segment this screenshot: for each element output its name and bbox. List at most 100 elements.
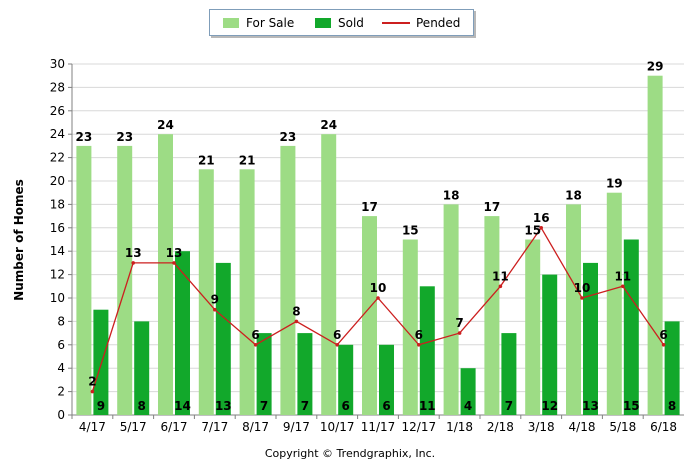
y-tick-label: 22 bbox=[50, 151, 65, 165]
sold-bar bbox=[256, 333, 272, 415]
y-tick-label: 24 bbox=[50, 127, 65, 141]
pended-swatch bbox=[382, 22, 410, 24]
for-sale-bar bbox=[647, 75, 663, 415]
for-sale-value-label: 21 bbox=[198, 153, 215, 167]
x-tick-label: 7/17 bbox=[201, 420, 228, 434]
pended-point bbox=[621, 284, 625, 289]
x-tick-label: 3/18 bbox=[528, 420, 555, 434]
pended-value-label: 9 bbox=[211, 293, 219, 307]
sold-value-label: 11 bbox=[419, 399, 436, 413]
for-sale-value-label: 23 bbox=[280, 130, 297, 144]
sold-value-label: 4 bbox=[464, 399, 472, 413]
x-tick-label: 2/18 bbox=[487, 420, 514, 434]
for-sale-bar bbox=[158, 134, 173, 415]
legend-label-sold: Sold bbox=[338, 16, 364, 30]
for-sale-value-label: 23 bbox=[116, 130, 133, 144]
for-sale-swatch bbox=[223, 18, 239, 28]
sold-value-label: 9 bbox=[97, 399, 105, 413]
pended-point bbox=[661, 343, 666, 347]
x-tick-label: 10/17 bbox=[320, 420, 355, 434]
x-tick-label: 4/18 bbox=[569, 420, 596, 434]
for-sale-value-label: 29 bbox=[647, 60, 664, 74]
pended-value-label: 8 bbox=[292, 304, 300, 318]
for-sale-bar bbox=[566, 204, 581, 415]
for-sale-bar bbox=[280, 145, 296, 415]
legend-label-for-sale: For Sale bbox=[246, 16, 295, 30]
sold-bar bbox=[664, 321, 680, 415]
pended-value-label: 11 bbox=[614, 269, 631, 283]
sold-value-label: 14 bbox=[174, 399, 191, 413]
pended-point bbox=[539, 226, 543, 230]
y-tick-label: 4 bbox=[57, 361, 65, 375]
sold-bar bbox=[501, 333, 517, 415]
for-sale-value-label: 23 bbox=[76, 130, 93, 144]
sold-bar bbox=[379, 344, 394, 415]
legend-label-pended: Pended bbox=[416, 16, 461, 30]
sold-bar bbox=[297, 333, 313, 415]
sold-bar bbox=[419, 286, 435, 415]
for-sale-value-label: 17 bbox=[484, 200, 501, 214]
x-tick-label: 6/17 bbox=[161, 420, 188, 434]
x-tick-label: 5/17 bbox=[120, 420, 147, 434]
sold-bar bbox=[460, 368, 476, 415]
pended-value-label: 10 bbox=[574, 281, 591, 295]
pended-value-label: 7 bbox=[455, 316, 463, 330]
pended-point bbox=[580, 296, 584, 300]
pended-point bbox=[253, 343, 258, 347]
sold-bar bbox=[175, 251, 190, 415]
for-sale-bar bbox=[525, 239, 541, 415]
sold-value-label: 15 bbox=[623, 399, 640, 413]
y-tick-label: 14 bbox=[50, 244, 65, 258]
pended-value-label: 13 bbox=[166, 246, 183, 260]
sold-bar bbox=[338, 344, 354, 415]
y-tick-label: 6 bbox=[57, 338, 65, 352]
pended-point bbox=[457, 331, 462, 335]
sold-value-label: 6 bbox=[342, 399, 350, 413]
x-tick-label: 11/17 bbox=[361, 420, 396, 434]
y-tick-label: 30 bbox=[50, 57, 65, 71]
sold-value-label: 8 bbox=[138, 399, 146, 413]
pended-value-label: 6 bbox=[415, 328, 423, 342]
for-sale-bar bbox=[76, 145, 92, 415]
pended-point bbox=[498, 284, 503, 289]
sold-value-label: 8 bbox=[668, 399, 676, 413]
sold-bar bbox=[134, 321, 150, 415]
for-sale-bar bbox=[362, 216, 377, 415]
y-axis-label: Number of Homes bbox=[12, 179, 26, 301]
y-tick-label: 26 bbox=[50, 104, 65, 118]
data-labels: 23 9 23 8 24 14 21 13 21 7 23 7 24 6 17 6 15 11 18 4 17 7 15 12… bbox=[76, 60, 677, 413]
pended-value-label: 6 bbox=[659, 328, 667, 342]
for-sale-value-label: 17 bbox=[361, 200, 378, 214]
sold-bar bbox=[583, 262, 598, 415]
legend-item-pended: Pended bbox=[382, 16, 460, 30]
sold-value-label: 12 bbox=[541, 399, 558, 413]
x-tick-label: 4/17 bbox=[79, 420, 106, 434]
for-sale-value-label: 15 bbox=[524, 224, 541, 238]
sold-value-label: 13 bbox=[215, 399, 232, 413]
y-tick-label: 12 bbox=[50, 268, 65, 282]
legend-item-sold: Sold bbox=[315, 16, 364, 30]
legend-item-for-sale: For Sale bbox=[223, 16, 294, 30]
pended-point bbox=[417, 343, 421, 347]
sold-value-label: 7 bbox=[505, 399, 513, 413]
pended-point bbox=[131, 261, 135, 265]
pended-value-label: 11 bbox=[492, 269, 509, 283]
for-sale-bar bbox=[239, 169, 255, 415]
x-tick-label: 1/18 bbox=[446, 420, 473, 434]
pended-point bbox=[90, 389, 95, 394]
pended-point bbox=[172, 261, 176, 265]
pended-line bbox=[90, 226, 666, 394]
sold-value-label: 7 bbox=[260, 399, 268, 413]
for-sale-value-label: 19 bbox=[606, 177, 623, 191]
sold-swatch bbox=[315, 18, 331, 28]
y-tick-label: 0 bbox=[57, 408, 65, 422]
pended-value-label: 13 bbox=[125, 246, 142, 260]
sold-value-label: 6 bbox=[382, 399, 390, 413]
y-tick-label: 18 bbox=[50, 197, 65, 211]
for-sale-bar bbox=[321, 134, 337, 415]
for-sale-value-label: 18 bbox=[443, 188, 460, 202]
x-tick-label: 6/18 bbox=[650, 420, 677, 434]
y-tick-label: 10 bbox=[50, 291, 65, 305]
for-sale-bar bbox=[198, 169, 214, 415]
